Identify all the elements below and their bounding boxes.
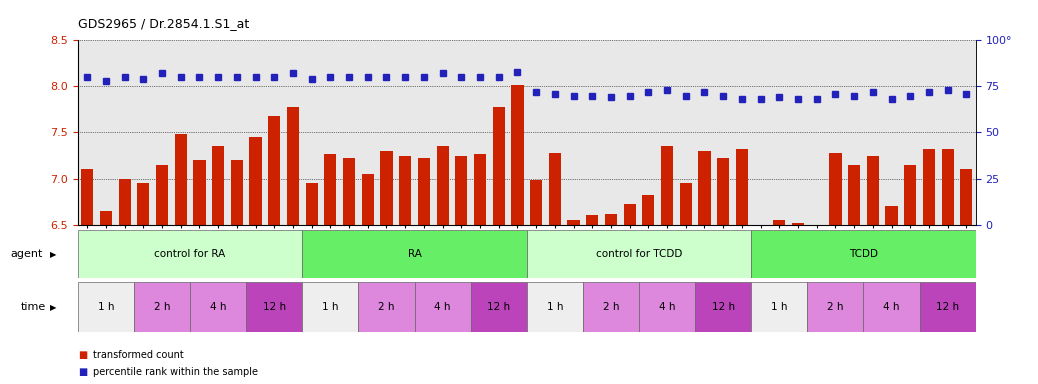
Bar xyxy=(568,220,579,225)
Text: 12 h: 12 h xyxy=(263,302,285,312)
Bar xyxy=(156,165,168,225)
Bar xyxy=(680,183,692,225)
Bar xyxy=(100,211,112,225)
Bar xyxy=(736,149,748,225)
Bar xyxy=(118,179,131,225)
Bar xyxy=(808,282,864,332)
Text: 4 h: 4 h xyxy=(210,302,226,312)
Bar xyxy=(249,137,262,225)
Bar xyxy=(305,183,318,225)
Bar xyxy=(752,282,808,332)
Bar xyxy=(864,282,920,332)
Bar xyxy=(583,282,639,332)
Bar xyxy=(78,282,134,332)
Bar xyxy=(193,160,206,225)
Bar xyxy=(904,165,917,225)
Bar xyxy=(268,116,280,225)
Text: GDS2965 / Dr.2854.1.S1_at: GDS2965 / Dr.2854.1.S1_at xyxy=(78,17,249,30)
Text: 12 h: 12 h xyxy=(487,302,511,312)
Text: TCDD: TCDD xyxy=(849,249,878,260)
Bar xyxy=(695,282,752,332)
Text: 1 h: 1 h xyxy=(547,302,563,312)
Bar xyxy=(414,282,470,332)
Bar xyxy=(134,282,190,332)
Text: transformed count: transformed count xyxy=(93,350,184,360)
Bar xyxy=(526,230,752,278)
Bar xyxy=(324,154,336,225)
Text: ▶: ▶ xyxy=(50,303,56,312)
Text: ▶: ▶ xyxy=(50,250,56,259)
Bar xyxy=(418,158,430,225)
Bar xyxy=(848,165,861,225)
Bar xyxy=(361,174,374,225)
Bar xyxy=(586,215,598,225)
Bar xyxy=(286,107,299,225)
Bar xyxy=(212,146,224,225)
Bar xyxy=(923,149,935,225)
Bar xyxy=(512,84,523,225)
Text: 1 h: 1 h xyxy=(322,302,338,312)
Bar xyxy=(530,180,542,225)
Text: ■: ■ xyxy=(78,367,87,377)
Bar xyxy=(380,151,392,225)
Bar xyxy=(474,154,486,225)
Bar xyxy=(81,169,93,225)
Bar xyxy=(174,134,187,225)
Bar xyxy=(624,204,635,225)
Bar xyxy=(78,230,302,278)
Bar xyxy=(493,107,504,225)
Text: 4 h: 4 h xyxy=(659,302,676,312)
Bar xyxy=(639,282,695,332)
Text: 2 h: 2 h xyxy=(603,302,620,312)
Bar xyxy=(643,195,654,225)
Bar xyxy=(526,282,583,332)
Text: control for RA: control for RA xyxy=(155,249,225,260)
Bar xyxy=(717,158,730,225)
Bar xyxy=(343,158,355,225)
Text: 1 h: 1 h xyxy=(98,302,114,312)
Bar xyxy=(699,151,711,225)
Bar xyxy=(885,206,898,225)
Bar xyxy=(829,153,842,225)
Bar xyxy=(230,160,243,225)
Bar xyxy=(246,282,302,332)
Bar xyxy=(920,282,976,332)
Bar xyxy=(792,223,804,225)
Bar xyxy=(190,282,246,332)
Text: control for TCDD: control for TCDD xyxy=(596,249,682,260)
Text: 4 h: 4 h xyxy=(883,302,900,312)
Bar xyxy=(605,214,617,225)
Bar xyxy=(773,220,786,225)
Text: RA: RA xyxy=(408,249,421,260)
Text: 12 h: 12 h xyxy=(712,302,735,312)
Text: time: time xyxy=(21,302,46,312)
Bar xyxy=(661,146,674,225)
Bar xyxy=(867,156,879,225)
Bar xyxy=(302,230,526,278)
Bar xyxy=(456,156,467,225)
Text: 2 h: 2 h xyxy=(154,302,170,312)
Bar xyxy=(437,146,448,225)
Bar xyxy=(549,153,561,225)
Bar xyxy=(960,169,973,225)
Text: 2 h: 2 h xyxy=(378,302,394,312)
Text: 2 h: 2 h xyxy=(827,302,844,312)
Bar xyxy=(302,282,358,332)
Text: 4 h: 4 h xyxy=(434,302,450,312)
Text: ■: ■ xyxy=(78,350,87,360)
Bar xyxy=(358,282,414,332)
Bar xyxy=(941,149,954,225)
Text: percentile rank within the sample: percentile rank within the sample xyxy=(93,367,258,377)
Text: 12 h: 12 h xyxy=(936,302,959,312)
Text: agent: agent xyxy=(10,249,43,260)
Text: 1 h: 1 h xyxy=(771,302,788,312)
Bar xyxy=(752,230,976,278)
Bar xyxy=(137,183,149,225)
Bar xyxy=(400,156,411,225)
Bar xyxy=(470,282,526,332)
